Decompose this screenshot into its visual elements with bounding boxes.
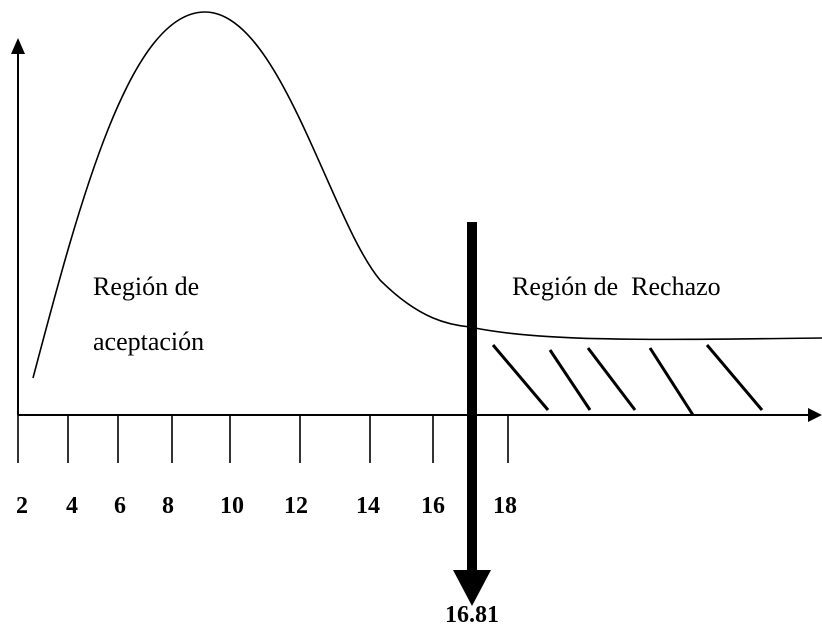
rejection-label: Región de Rechazo (512, 272, 721, 301)
critical-arrow (453, 570, 491, 606)
density-curve (32, 11, 822, 379)
tick-label: 14 (356, 493, 380, 519)
critical-line (467, 222, 477, 574)
tick-label: 10 (220, 493, 244, 519)
tick-label: 16 (421, 493, 445, 519)
acceptance-label: aceptación (93, 327, 204, 356)
tick-label: 18 (493, 493, 517, 519)
acceptance-label: Región de (93, 272, 199, 301)
y-axis-arrow (11, 38, 25, 54)
ticks: 2 4 6 8 10 12 14 16 18 (16, 415, 517, 519)
critical-value: 16.81 (445, 602, 499, 628)
tick-label: 4 (66, 493, 78, 519)
x-axis-arrow (808, 408, 822, 422)
rejection-hatch (491, 344, 764, 416)
tick-label: 2 (16, 493, 28, 519)
tick-label: 6 (114, 493, 126, 519)
tick-label: 12 (284, 493, 308, 519)
tick-label: 8 (162, 493, 174, 519)
